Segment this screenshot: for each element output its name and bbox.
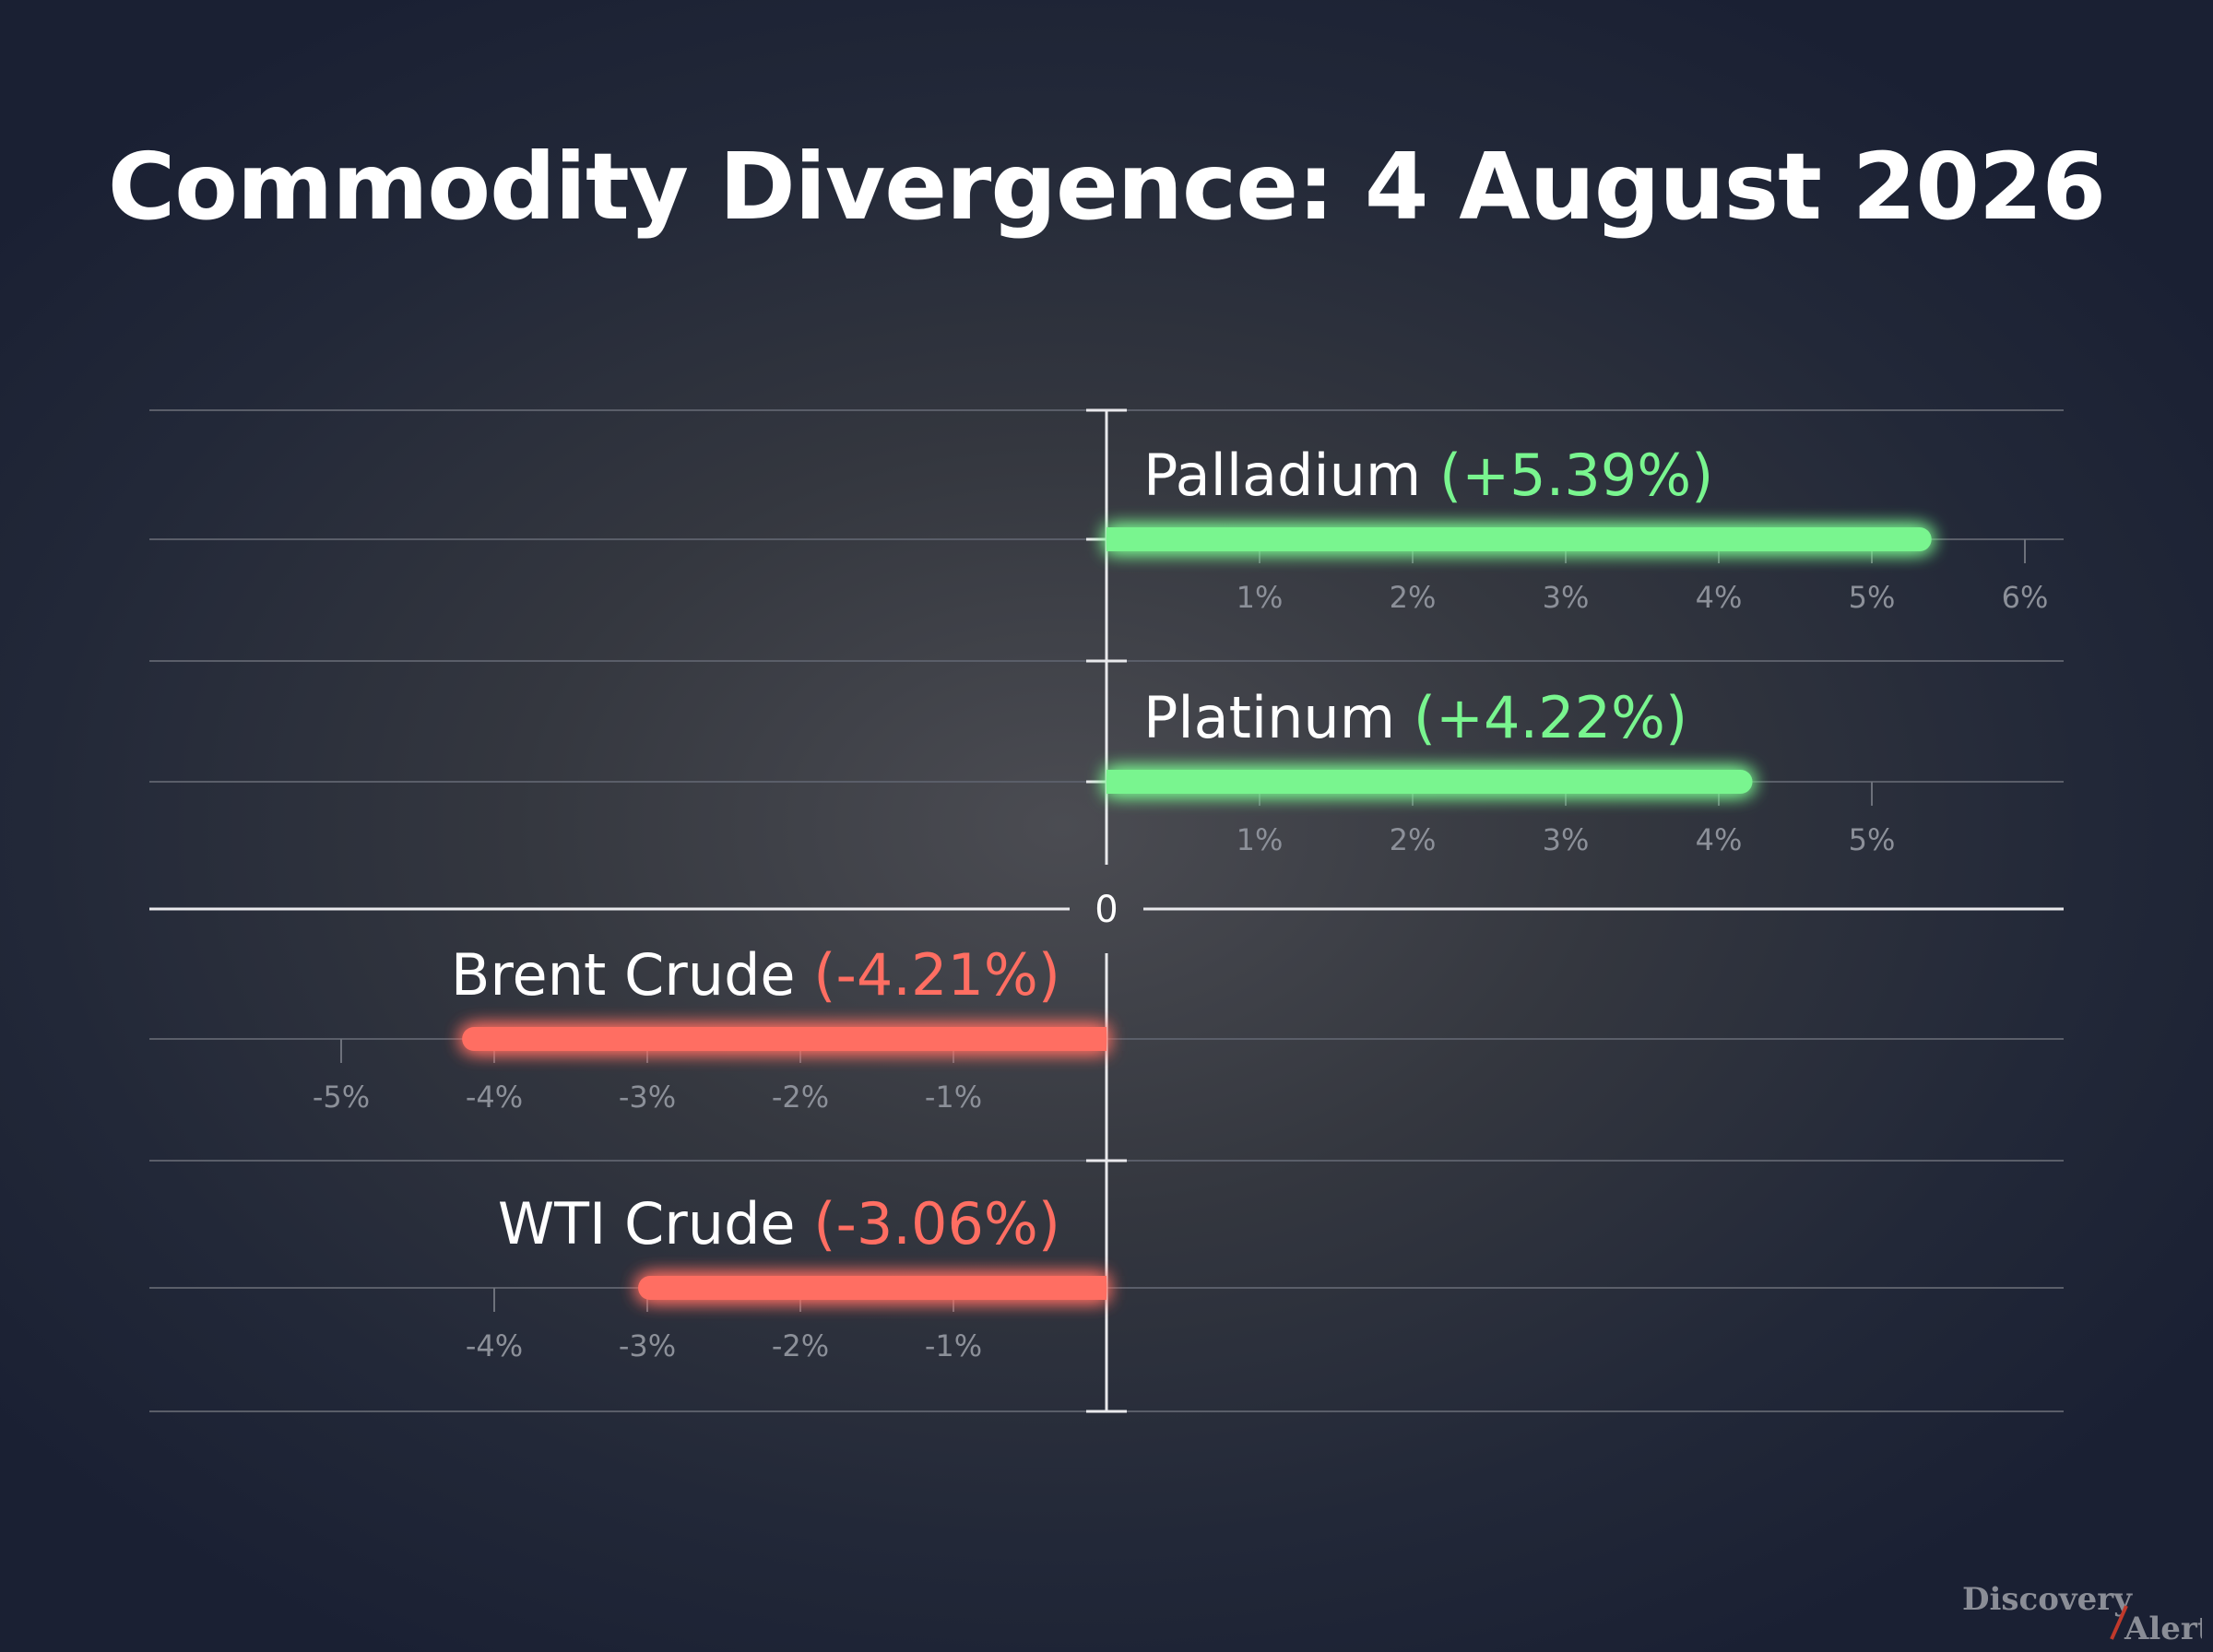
tick-label: -1% [925, 1080, 982, 1115]
zero-label: 0 [1095, 889, 1118, 931]
watermark-slash [2110, 1605, 2128, 1640]
bar-platinum [1106, 770, 1753, 794]
bar-value-label: (+4.22%) [1414, 684, 1687, 751]
bar-name: Brent Crude [451, 941, 813, 1009]
bar-name: Palladium [1143, 442, 1439, 509]
tick-label: 1% [1237, 822, 1284, 857]
bar-value-label: (-3.06%) [813, 1190, 1060, 1257]
bar-label: Brent Crude (-4.21%) [451, 941, 1060, 1009]
bar-value-label: (+5.39%) [1439, 442, 1713, 509]
tick-label: 5% [1849, 580, 1896, 615]
tick-label: -5% [313, 1080, 370, 1115]
bar-label: WTI Crude (-3.06%) [498, 1190, 1060, 1257]
tick-label: 4% [1696, 580, 1743, 615]
tick-label: 4% [1696, 822, 1743, 857]
tick-label: 6% [2002, 580, 2049, 615]
tick-label: 2% [1390, 580, 1437, 615]
tick-label: -1% [925, 1328, 982, 1363]
tick-label: 3% [1543, 580, 1590, 615]
discovery-alert-logo: Discovery Alert [1962, 1581, 2202, 1643]
bar-label: Platinum (+4.22%) [1143, 684, 1687, 751]
tick-label: 1% [1237, 580, 1284, 615]
bar-name: Platinum [1143, 684, 1414, 751]
watermark-line2: Alert [2124, 1611, 2202, 1643]
bar-label: Palladium (+5.39%) [1143, 442, 1713, 509]
tick-label: -4% [466, 1328, 523, 1363]
bar-name: WTI Crude [498, 1190, 813, 1257]
bar-wti-crude [638, 1276, 1106, 1300]
tick-label: -2% [772, 1328, 829, 1363]
tick-label: 2% [1390, 822, 1437, 857]
tick-label: 3% [1543, 822, 1590, 857]
tick-label: -3% [619, 1328, 676, 1363]
bar-brent-crude [462, 1027, 1106, 1051]
chart-title: Commodity Divergence: 4 August 2026 [107, 133, 2106, 241]
tick-label: -3% [619, 1080, 676, 1115]
tick-label: -2% [772, 1080, 829, 1115]
bar-palladium [1106, 527, 1932, 551]
watermark-line1: Discovery [1962, 1581, 2133, 1618]
tick-label: -4% [466, 1080, 523, 1115]
bar-value-label: (-4.21%) [813, 941, 1060, 1009]
tick-label: 5% [1849, 822, 1896, 857]
